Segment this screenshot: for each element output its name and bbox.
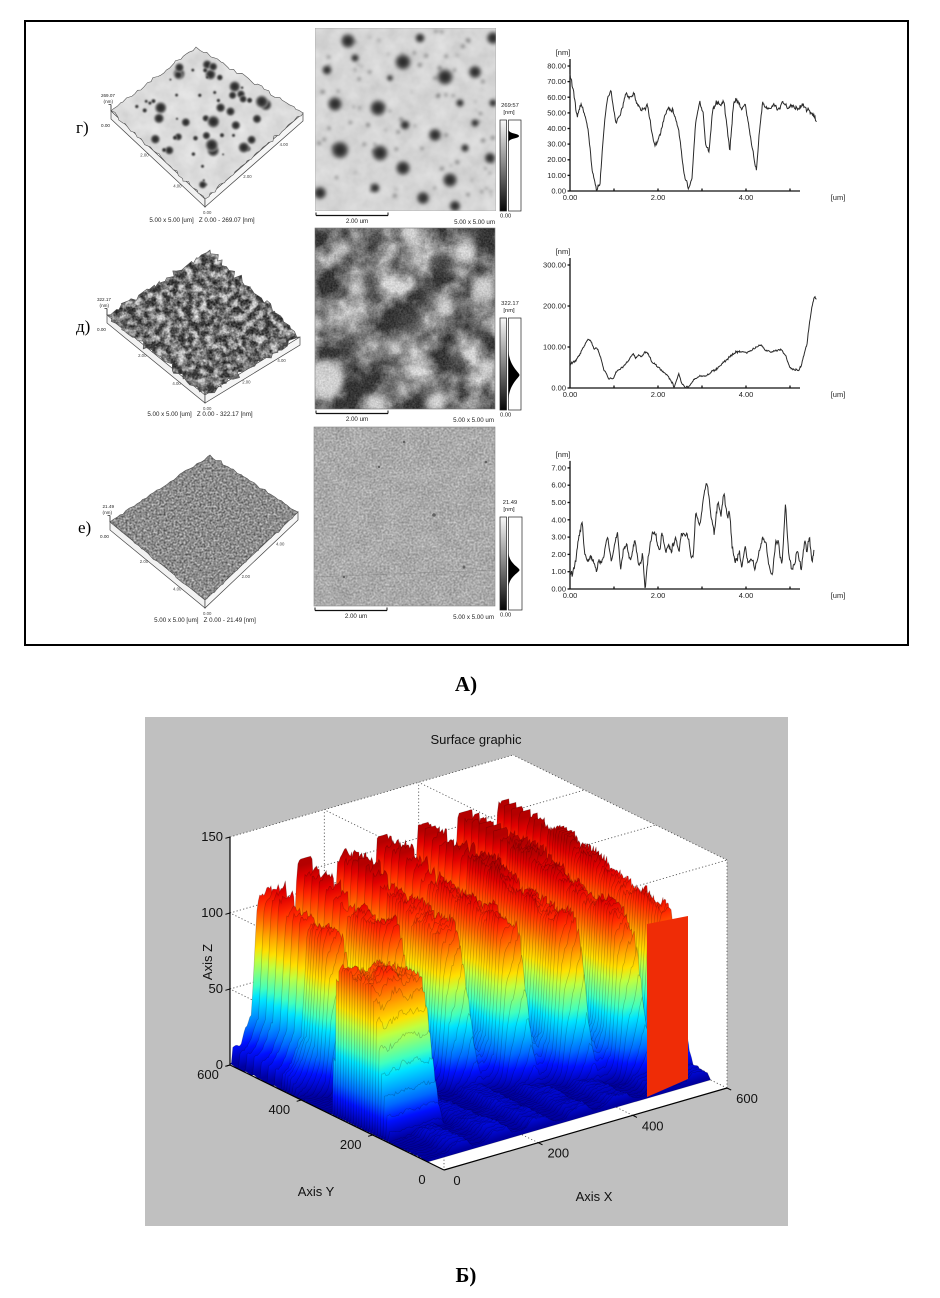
svg-text:[um]: [um]: [831, 193, 846, 202]
svg-text:0.00: 0.00: [551, 585, 566, 594]
svg-text:Axis X: Axis X: [576, 1189, 613, 1204]
svg-text:50.00: 50.00: [547, 108, 566, 117]
svg-text:150: 150: [201, 829, 223, 844]
svg-text:100: 100: [201, 905, 223, 920]
svg-text:0.00: 0.00: [563, 591, 578, 600]
svg-text:(nm): (nm): [103, 510, 113, 515]
svg-text:0.00: 0.00: [203, 611, 212, 616]
svg-text:[nm]: [nm]: [556, 450, 571, 459]
svg-text:2.00: 2.00: [138, 353, 147, 358]
svg-text:Axis Z: Axis Z: [200, 944, 215, 980]
svg-text:Axis Y: Axis Y: [298, 1184, 335, 1199]
svg-text:1.00: 1.00: [551, 567, 566, 576]
svg-text:5.00 x 5.00 [um] Z 0.00 - 21: 5.00 x 5.00 [um] Z 0.00 - 21.49 [nm]: [154, 617, 256, 624]
svg-text:4.00: 4.00: [172, 381, 181, 386]
svg-text:4.00: 4.00: [173, 586, 182, 591]
svg-text:3.00: 3.00: [551, 533, 566, 542]
svg-text:0: 0: [453, 1173, 460, 1188]
svg-text:4.00: 4.00: [551, 515, 566, 524]
svg-text:200: 200: [340, 1137, 362, 1152]
svg-text:5.00: 5.00: [551, 498, 566, 507]
svg-text:А): А): [455, 672, 477, 696]
svg-text:0.00: 0.00: [551, 187, 566, 196]
svg-text:0.00: 0.00: [500, 214, 511, 220]
svg-text:2.00: 2.00: [243, 174, 252, 179]
svg-text:4.00: 4.00: [173, 183, 182, 188]
svg-text:80.00: 80.00: [547, 62, 566, 71]
svg-text:2.00 um: 2.00 um: [346, 218, 368, 225]
svg-text:[um]: [um]: [831, 591, 846, 600]
svg-text:Б): Б): [456, 1263, 477, 1287]
svg-text:5.00 x 5.00 um: 5.00 x 5.00 um: [453, 417, 494, 424]
svg-text:269.07: 269.07: [101, 93, 115, 98]
svg-text:200.00: 200.00: [543, 302, 566, 311]
svg-text:2.00: 2.00: [651, 193, 666, 202]
svg-text:322.17: 322.17: [97, 297, 111, 302]
svg-text:0.00: 0.00: [203, 406, 212, 411]
svg-text:10.00: 10.00: [547, 171, 566, 180]
svg-text:50: 50: [209, 981, 223, 996]
svg-text:[nm]: [nm]: [503, 308, 515, 314]
svg-text:г): г): [76, 118, 89, 137]
svg-text:300.00: 300.00: [543, 261, 566, 270]
svg-text:4.00: 4.00: [739, 193, 754, 202]
svg-text:600: 600: [736, 1091, 758, 1106]
svg-text:5.00 x 5.00 um: 5.00 x 5.00 um: [454, 219, 495, 226]
svg-text:2.00: 2.00: [551, 550, 566, 559]
svg-text:2.00: 2.00: [651, 591, 666, 600]
svg-text:[nm]: [nm]: [556, 247, 571, 256]
svg-text:322.17: 322.17: [501, 301, 519, 307]
svg-text:2.00: 2.00: [651, 390, 666, 399]
svg-text:21.49: 21.49: [503, 500, 518, 506]
svg-text:[um]: [um]: [831, 390, 846, 399]
svg-text:0.00: 0.00: [563, 390, 578, 399]
svg-text:0.00: 0.00: [500, 613, 511, 619]
svg-text:200: 200: [547, 1146, 569, 1161]
svg-text:Surface graphic: Surface graphic: [430, 732, 522, 747]
svg-text:2.00: 2.00: [140, 153, 149, 158]
svg-text:0.00: 0.00: [97, 327, 106, 332]
svg-text:4.00: 4.00: [739, 390, 754, 399]
svg-text:269:57: 269:57: [501, 103, 519, 109]
svg-text:4.00: 4.00: [277, 358, 286, 363]
svg-text:0.00: 0.00: [551, 384, 566, 393]
svg-text:0: 0: [418, 1172, 425, 1187]
svg-text:5.00 x 5.00 um: 5.00 x 5.00 um: [453, 614, 494, 621]
svg-text:[nm]: [nm]: [556, 48, 571, 57]
svg-text:е): е): [78, 518, 91, 537]
svg-text:2.00: 2.00: [242, 574, 251, 579]
svg-text:0.00: 0.00: [203, 210, 212, 215]
svg-text:5.00 x 5.00 [um] Z 0.00 - 32: 5.00 x 5.00 [um] Z 0.00 - 322.17 [nm]: [147, 411, 253, 418]
svg-text:6.00: 6.00: [551, 481, 566, 490]
svg-text:(nm): (nm): [100, 303, 110, 308]
svg-text:0.00: 0.00: [100, 534, 109, 539]
svg-text:(nm): (nm): [104, 99, 114, 104]
svg-text:[nm]: [nm]: [503, 507, 515, 513]
svg-text:40.00: 40.00: [547, 124, 566, 133]
svg-text:0.00: 0.00: [500, 413, 511, 419]
svg-text:7.00: 7.00: [551, 463, 566, 472]
svg-text:4.00: 4.00: [739, 591, 754, 600]
svg-text:0.00: 0.00: [563, 193, 578, 202]
svg-text:2.00 um: 2.00 um: [345, 613, 367, 620]
svg-text:2.00: 2.00: [140, 559, 149, 564]
svg-text:д): д): [76, 317, 90, 336]
svg-text:4.00: 4.00: [280, 142, 289, 147]
svg-text:70.00: 70.00: [547, 77, 566, 86]
svg-text:20.00: 20.00: [547, 155, 566, 164]
svg-text:[nm]: [nm]: [503, 110, 515, 116]
svg-text:2.00: 2.00: [242, 380, 251, 385]
svg-text:30.00: 30.00: [547, 140, 566, 149]
svg-text:5.00 x 5.00 [um] Z 0.00 - 26: 5.00 x 5.00 [um] Z 0.00 - 269.07 [nm]: [149, 217, 255, 224]
svg-text:400: 400: [642, 1118, 664, 1133]
svg-text:600: 600: [197, 1067, 219, 1082]
svg-text:60.00: 60.00: [547, 93, 566, 102]
svg-text:4.00: 4.00: [276, 542, 285, 547]
svg-text:0: 0: [216, 1057, 223, 1072]
svg-text:400: 400: [268, 1102, 290, 1117]
svg-text:0.00: 0.00: [101, 123, 110, 128]
svg-text:2.00 um: 2.00 um: [346, 416, 368, 423]
svg-text:21.49: 21.49: [103, 504, 115, 509]
svg-text:100.00: 100.00: [543, 343, 566, 352]
